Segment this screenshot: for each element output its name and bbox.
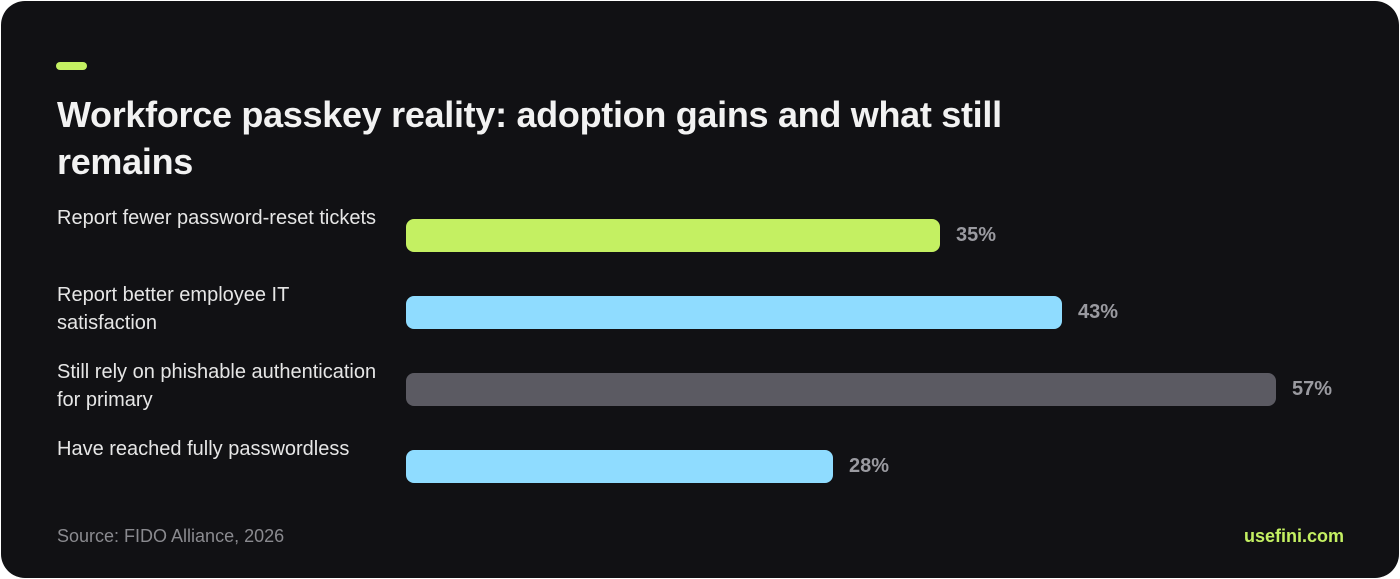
category-label: Report fewer password-reset tickets	[57, 207, 377, 229]
accent-bar	[56, 62, 87, 70]
bar-track	[406, 219, 1276, 252]
category-label: Report better employee IT satisfaction	[57, 284, 289, 334]
bar-row: Still rely on phishable authentication f…	[1, 358, 1399, 422]
bar	[406, 296, 1062, 329]
bar-track	[406, 450, 1276, 483]
bar-track	[406, 296, 1276, 329]
category-label: Have reached fully passwordless	[57, 438, 350, 460]
bar-track	[406, 373, 1276, 406]
category-label: Still rely on phishable authentication f…	[57, 361, 377, 411]
value-label: 43%	[1078, 301, 1119, 323]
bar	[406, 373, 1276, 406]
source-note: Source: FIDO Alliance, 2026	[57, 526, 285, 546]
brand-link[interactable]: usefini.com	[1243, 526, 1344, 546]
value-label: 35%	[956, 224, 997, 246]
bar-row: Have reached fully passwordless 28%	[1, 435, 1399, 499]
bar-row: Report better employee IT satisfaction 43…	[1, 281, 1399, 345]
bar	[406, 219, 940, 252]
value-label: 28%	[849, 455, 890, 477]
bar-row: Report fewer password-reset tickets 35%	[1, 204, 1399, 268]
value-label: 57%	[1292, 378, 1333, 400]
bar	[406, 450, 833, 483]
chart-title: Workforce passkey reality: adoption gain…	[57, 94, 1002, 182]
